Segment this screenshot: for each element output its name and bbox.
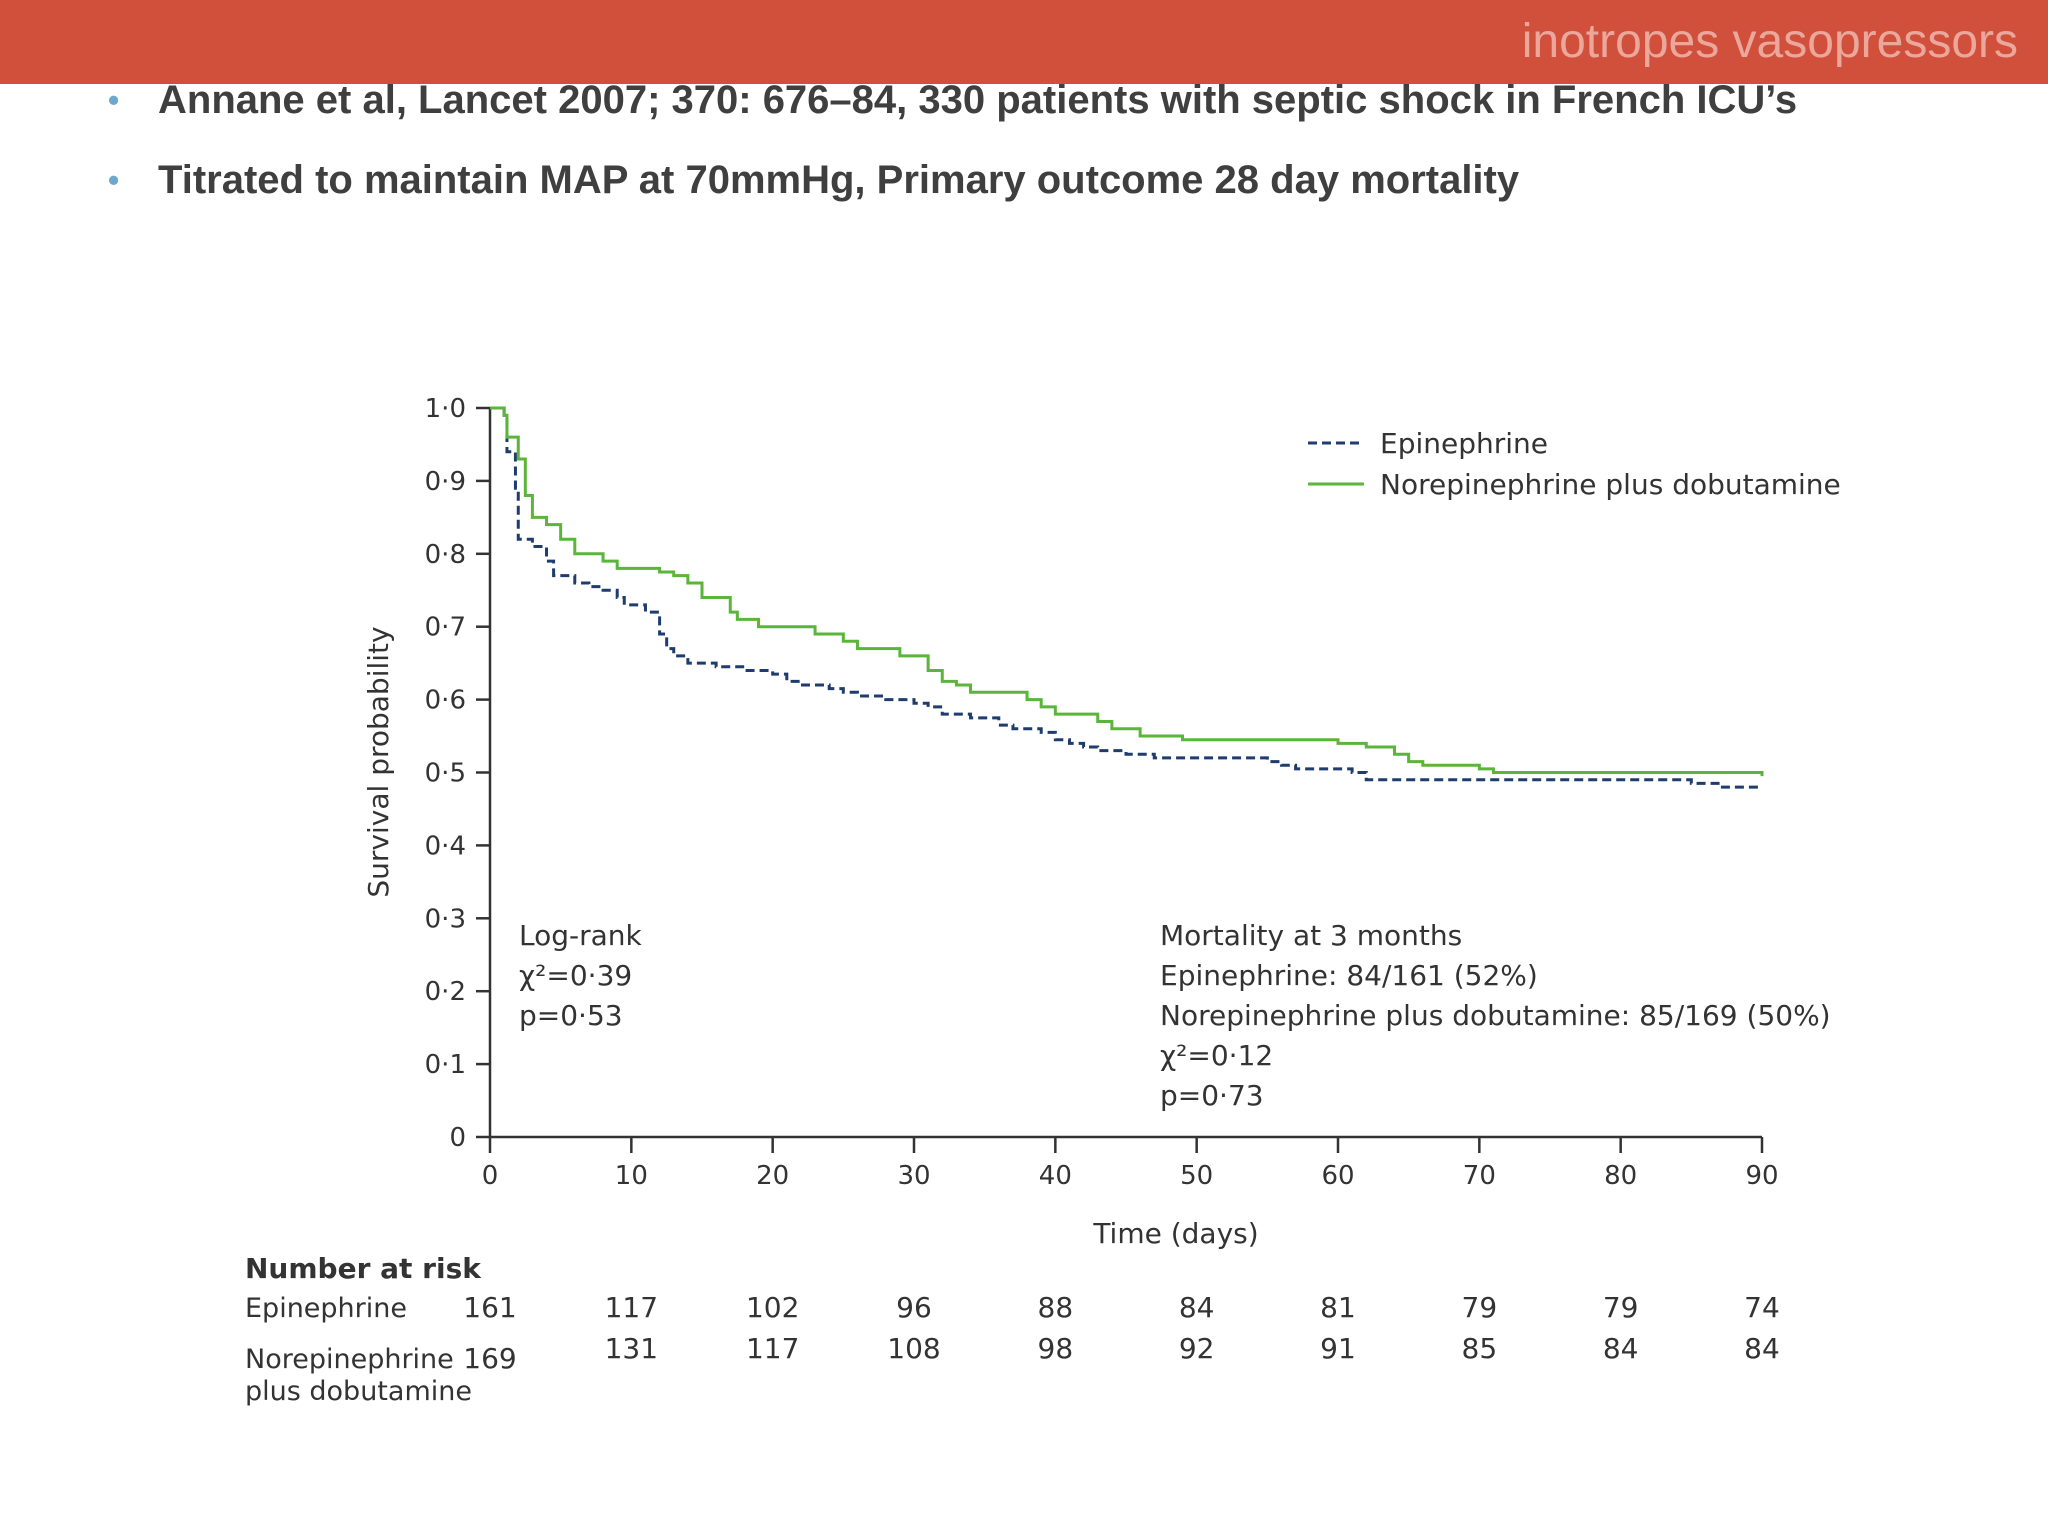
bullet-text: Annane et al, Lancet 2007; 370: 676–84, … [158,78,1798,122]
risk-value: 84 [1744,1332,1780,1365]
y-tick-label: 0·5 [425,759,466,789]
risk-table-title: Number at risk [245,1252,482,1285]
y-tick-label: 0·1 [425,1050,466,1080]
legend-label: Epinephrine [1380,427,1548,460]
risk-value: 79 [1462,1291,1498,1324]
risk-value: 79 [1603,1291,1639,1324]
x-tick-label: 10 [615,1161,648,1191]
risk-value: 169 [463,1342,516,1375]
risk-value: 84 [1603,1332,1639,1365]
risk-row-label: plus dobutamine [245,1376,472,1407]
risk-value: 108 [887,1332,940,1365]
y-tick-label: 0·4 [425,831,466,861]
risk-value: 85 [1462,1332,1498,1365]
bullet-text: Titrated to maintain MAP at 70mmHg, Prim… [158,158,1520,202]
risk-value: 96 [896,1291,932,1324]
mortality-annotation: Epinephrine: 84/161 (52%) [1160,959,1538,992]
logrank-annotation: Log-rank [519,919,643,952]
mortality-annotation: χ²=0·12 [1160,1039,1273,1072]
risk-value: 74 [1744,1291,1780,1324]
x-tick-label: 20 [756,1161,789,1191]
x-tick-label: 50 [1180,1161,1213,1191]
y-tick-label: 0 [449,1123,466,1153]
y-tick-label: 0·8 [425,540,466,570]
bullet-list: • Annane et al, Lancet 2007; 370: 676–84… [100,72,2000,232]
risk-row-label: Norepinephrine [245,1344,454,1375]
y-tick-label: 0·3 [425,904,466,934]
risk-value: 131 [605,1332,658,1365]
mortality-annotation: Norepinephrine plus dobutamine: 85/169 (… [1160,999,1831,1032]
risk-value: 84 [1179,1291,1215,1324]
slide-title: inotropes vasopressors [1521,15,2018,68]
risk-value: 92 [1179,1332,1215,1365]
bullet-item: • Annane et al, Lancet 2007; 370: 676–84… [100,72,2000,152]
risk-value: 88 [1038,1291,1074,1324]
risk-value: 98 [1038,1332,1074,1365]
bullet-icon: • [108,82,120,118]
logrank-annotation: χ²=0·39 [519,959,632,992]
x-tick-label: 80 [1604,1161,1637,1191]
mortality-annotation: p=0·73 [1160,1079,1264,1112]
risk-value: 102 [746,1291,799,1324]
header-bar: inotropes vasopressors [0,0,2048,84]
logrank-annotation: p=0·53 [519,999,623,1032]
mortality-annotation: Mortality at 3 months [1160,919,1462,952]
risk-row-label: Epinephrine [245,1293,407,1324]
bullet-item: • Titrated to maintain MAP at 70mmHg, Pr… [100,152,2000,232]
x-tick-label: 40 [1039,1161,1072,1191]
risk-value: 117 [605,1291,658,1324]
x-axis-label: Time (days) [1092,1217,1258,1250]
x-tick-label: 70 [1463,1161,1496,1191]
y-tick-label: 0·2 [425,977,466,1007]
x-tick-label: 90 [1745,1161,1778,1191]
risk-value: 81 [1320,1291,1356,1324]
risk-value: 117 [746,1332,799,1365]
y-tick-label: 0·6 [425,686,466,716]
x-tick-label: 30 [897,1161,930,1191]
series-line-norepinephrine [490,406,1764,777]
y-tick-label: 1·0 [425,394,466,424]
legend-label: Norepinephrine plus dobutamine [1380,468,1841,501]
bullet-icon: • [108,162,120,198]
y-tick-label: 0·7 [425,613,466,643]
x-tick-label: 0 [482,1161,499,1191]
risk-value: 91 [1320,1332,1356,1365]
y-axis-label: Survival probability [362,626,395,897]
risk-value: 161 [463,1291,516,1324]
x-tick-label: 60 [1321,1161,1354,1191]
series-line-epinephrine [490,406,1762,789]
y-tick-label: 0·9 [425,467,466,497]
